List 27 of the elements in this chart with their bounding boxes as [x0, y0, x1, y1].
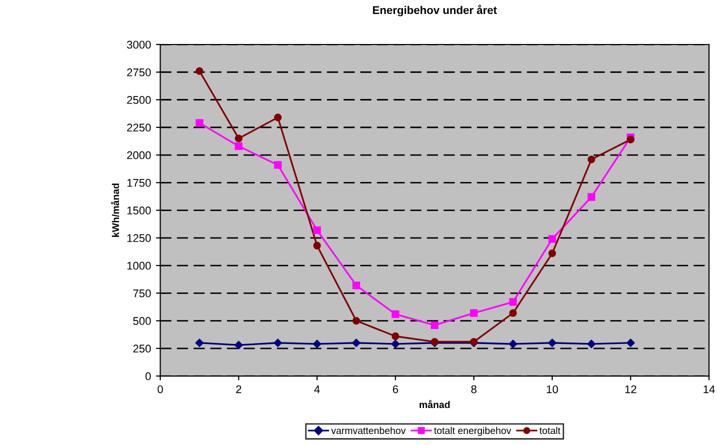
x-tick-label: 4 [314, 385, 320, 394]
legend-label: totalt energibehov [434, 426, 512, 436]
y-tick-label: 1250 [127, 234, 151, 242]
y-tick-label: 2500 [127, 96, 151, 104]
x-axis-title: månad [420, 400, 450, 408]
x-tick-label: 0 [158, 385, 163, 394]
x-tick-label: 6 [392, 385, 398, 394]
y-axis-title: kWh/månad [110, 184, 120, 237]
y-tick-label: 1000 [127, 262, 151, 270]
x-tick-label: 12 [625, 385, 636, 394]
x-tick-label: 8 [471, 385, 476, 394]
legend-label: varmvattenbehov [331, 426, 406, 434]
y-tick-label: 2000 [127, 151, 151, 160]
y-tick-label: 500 [133, 317, 151, 325]
y-tick-label: 2750 [127, 68, 151, 76]
x-tick-label: 2 [236, 385, 242, 394]
y-tick-label: 2250 [127, 124, 151, 132]
x-tick-label: 10 [546, 385, 558, 394]
legend-label: totalt [540, 426, 560, 434]
y-tick-label: 3000 [126, 40, 151, 49]
y-tick-label: 750 [133, 289, 151, 298]
chart-title: Energibehov under året [373, 4, 497, 16]
x-tick-label: 14 [704, 385, 715, 394]
y-tick-label: 250 [133, 344, 151, 353]
y-tick-label: 0 [146, 372, 151, 380]
y-tick-label: 1500 [127, 206, 151, 214]
y-tick-label: 1750 [127, 178, 151, 187]
